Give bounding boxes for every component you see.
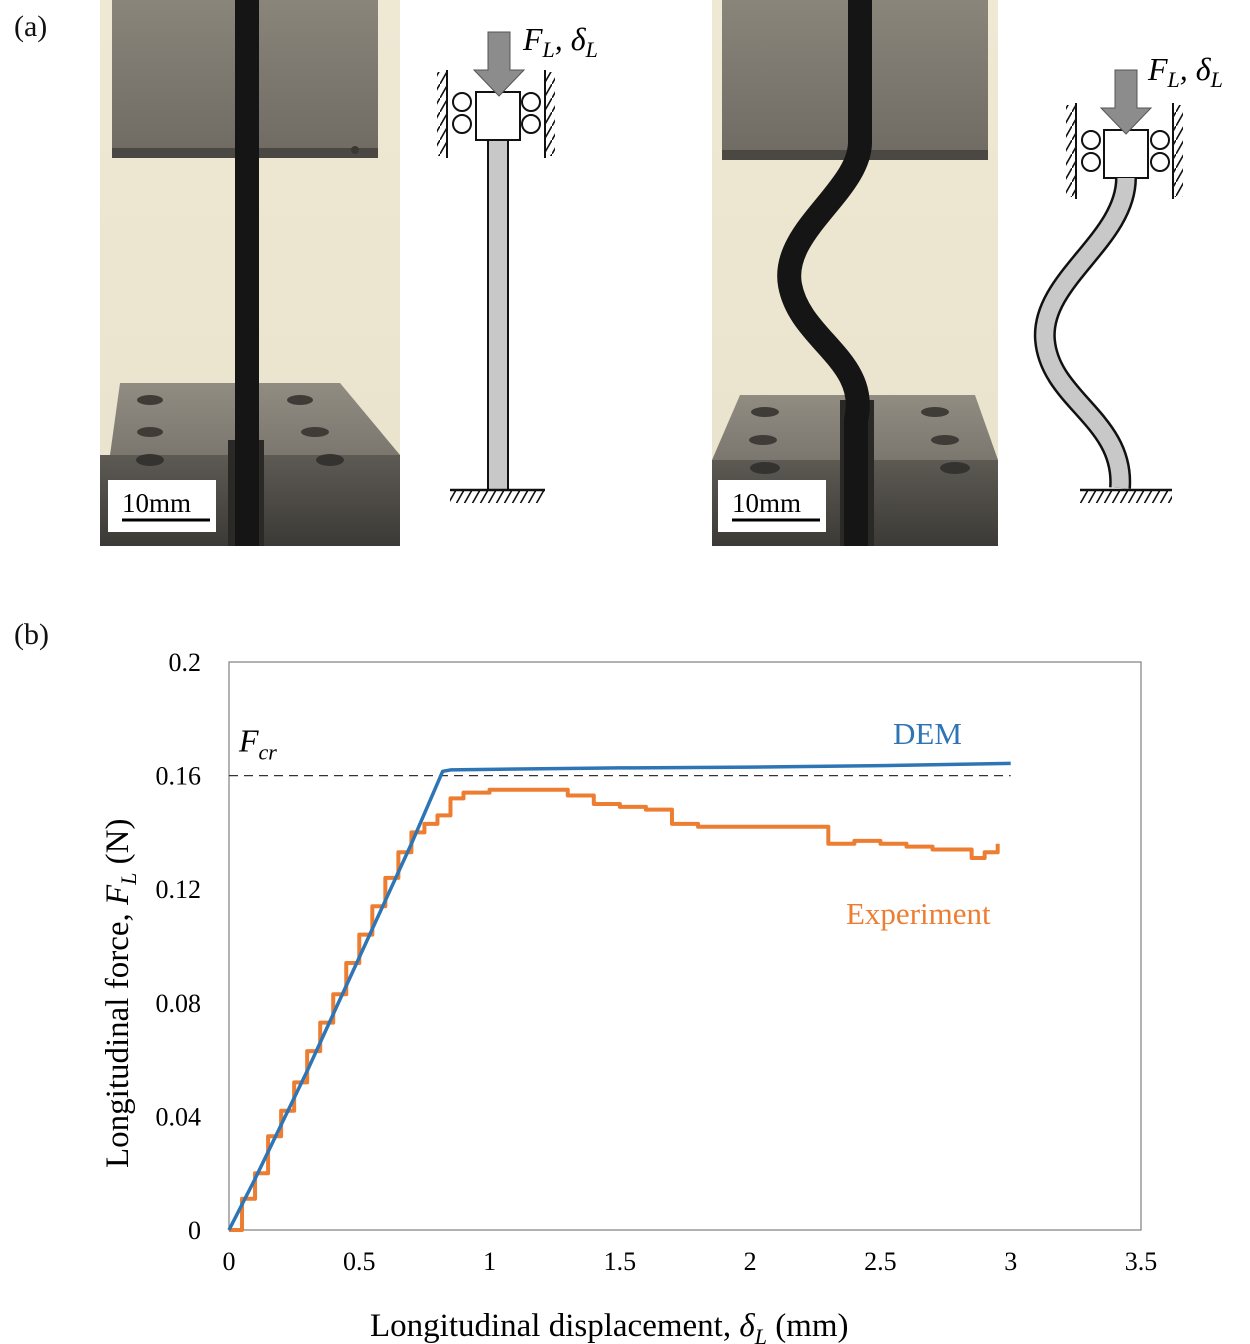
load-label-left: FL, δL xyxy=(522,21,598,62)
schematic-buckled xyxy=(1033,69,1183,503)
load-arrow-icon xyxy=(472,31,526,97)
x-tick-label: 3.5 xyxy=(1125,1247,1158,1276)
series-line-dem xyxy=(227,761,1011,1231)
y-tick-label: 0.08 xyxy=(156,989,202,1018)
x-tick-label: 1 xyxy=(483,1247,496,1276)
specimen-straight xyxy=(235,0,259,546)
legend-dem: DEM xyxy=(893,716,962,751)
x-tick-label: 3 xyxy=(1004,1247,1017,1276)
chart: 0 0.5 1 1.5 2 2.5 3 3.5 0 0.04 0.08 0.12 0.16 0.2 Fcr… xyxy=(100,648,1157,1344)
panel-a-label: (a) xyxy=(14,10,48,43)
x-tick-label: 0.5 xyxy=(343,1247,376,1276)
legend-experiment: Experiment xyxy=(846,896,991,931)
y-tick-label: 0.16 xyxy=(156,762,202,791)
load-label-right: FL, δL xyxy=(1147,51,1223,92)
y-tick-label: 0.2 xyxy=(169,648,202,677)
panel-b-label: (b) xyxy=(14,618,49,651)
photo-buckled-specimen xyxy=(712,0,998,546)
y-tick-label: 0.12 xyxy=(156,875,202,904)
x-tick-label: 1.5 xyxy=(604,1247,637,1276)
x-tick-label: 2.5 xyxy=(864,1247,897,1276)
specimen-buckled xyxy=(777,0,872,546)
x-tick-label: 2 xyxy=(744,1247,757,1276)
series-line-experiment xyxy=(229,787,1000,1232)
schematic-straight xyxy=(437,31,555,503)
plot-area xyxy=(228,661,1142,1231)
load-arrow-icon-right xyxy=(1099,69,1153,135)
x-tick-label: 0 xyxy=(223,1247,236,1276)
scale-bar-left: 10mm xyxy=(122,488,191,518)
photo-straight-specimen xyxy=(100,0,400,546)
critical-force-label: Fcr xyxy=(238,723,277,765)
y-tick-label: 0 xyxy=(188,1216,201,1245)
x-axis-label: Longitudinal displacement, δL (mm) xyxy=(370,1308,849,1344)
y-tick-label: 0.04 xyxy=(156,1102,202,1131)
scale-bar-right: 10mm xyxy=(732,488,801,518)
y-axis-label: Longitudinal force, FL (N) xyxy=(100,819,141,1169)
